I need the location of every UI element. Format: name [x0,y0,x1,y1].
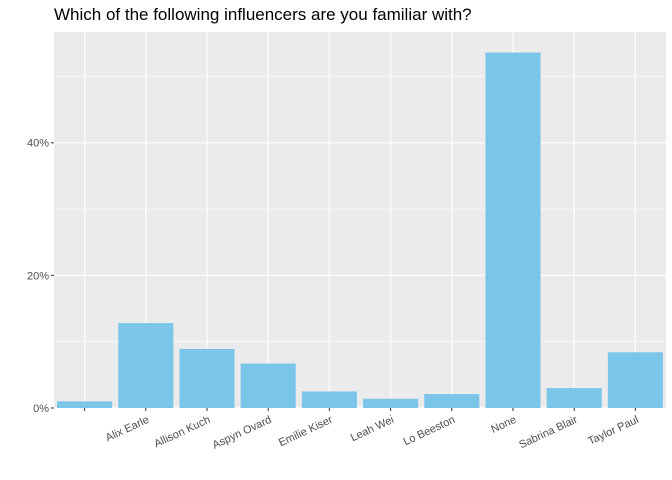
x-tick-label: Aspyn Ovard [211,414,274,452]
bar [607,352,663,408]
bar [179,348,235,408]
x-tick-label: Allison Kuch [152,414,212,450]
x-tick-label: Lo Beeston [402,414,458,448]
x-tick-label: Taylor Paul [586,414,640,448]
x-tick-label: Alix Earle [104,414,151,445]
bar [424,394,480,408]
y-axis: 0% 20% 40% [27,138,54,415]
bars [57,52,663,409]
x-tick-label: Leah Wei [349,414,396,444]
bar [118,323,174,408]
x-tick-label: Sabrina Blair [517,414,579,452]
x-tick-label: Emilie Kiser [277,414,335,450]
bar [546,388,602,408]
bar [363,398,419,408]
x-tick-label: None [489,414,518,436]
bar [57,401,113,408]
bar [485,52,541,409]
bar [240,363,296,408]
bar [301,391,357,408]
y-tick-label: 40% [27,138,49,150]
y-tick-label: 20% [27,270,49,282]
chart-title: Which of the following influencers are y… [54,5,472,24]
y-tick-label: 0% [33,403,49,415]
